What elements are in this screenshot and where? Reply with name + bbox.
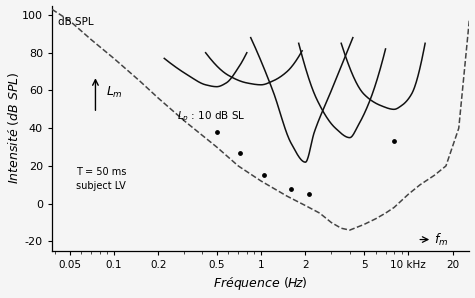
Point xyxy=(287,186,295,191)
Point xyxy=(236,150,244,155)
Y-axis label: Intensité $(dB\ SPL)$: Intensité $(dB\ SPL)$ xyxy=(6,72,20,184)
Text: $L_p$ : 10 dB SL: $L_p$ : 10 dB SL xyxy=(177,110,246,124)
Point xyxy=(390,139,398,144)
Text: dB SPL: dB SPL xyxy=(58,17,94,27)
X-axis label: Fréquence $(H\!z)$: Fréquence $(H\!z)$ xyxy=(213,275,308,292)
Point xyxy=(260,173,268,178)
Point xyxy=(213,130,220,134)
Point xyxy=(305,192,313,197)
Text: $f_m$: $f_m$ xyxy=(434,232,448,248)
Text: T = 50 ms
subject LV: T = 50 ms subject LV xyxy=(76,167,126,191)
Text: $L_m$: $L_m$ xyxy=(105,85,123,100)
